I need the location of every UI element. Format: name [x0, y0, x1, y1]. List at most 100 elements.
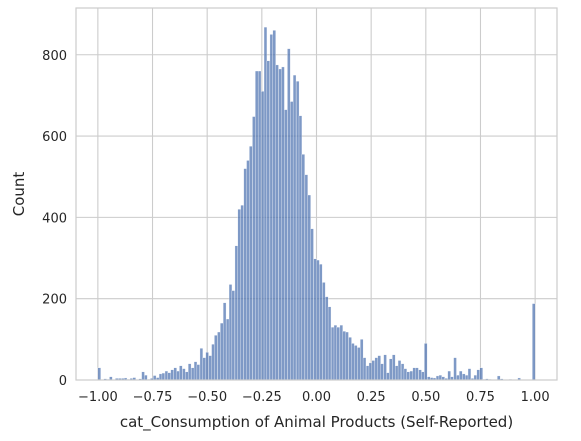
histogram-bar [532, 303, 536, 381]
histogram-bar [409, 370, 413, 381]
histogram-bar [164, 370, 169, 381]
histogram-bar [243, 168, 247, 381]
histogram-bar [412, 367, 416, 381]
histogram-bar [173, 367, 177, 381]
histogram-bar [400, 363, 405, 381]
histogram-bar [403, 368, 408, 381]
histogram-bar [214, 335, 218, 381]
histogram-bar [456, 374, 460, 381]
histogram-bar [220, 322, 224, 381]
histogram-bar [348, 337, 352, 381]
histogram-bar [176, 370, 180, 381]
histogram-bar [365, 365, 370, 381]
histogram-bar [333, 324, 338, 381]
x-tick-label: −0.25 [242, 390, 282, 405]
histogram-bar [421, 371, 425, 381]
histogram-bar [97, 367, 101, 381]
histogram-bar [459, 370, 463, 381]
histogram-bar [237, 209, 241, 381]
histogram-bar [322, 282, 326, 381]
histogram-bar [330, 326, 335, 381]
histogram-bar [179, 365, 183, 381]
histogram-bar [144, 374, 148, 381]
histogram-bar [462, 373, 466, 381]
histogram-bar [287, 48, 291, 381]
histogram-bar [292, 74, 297, 381]
histogram-bar [255, 70, 259, 381]
histogram-bar [193, 361, 198, 381]
histogram-bar [342, 331, 346, 381]
x-tick-label: 1.00 [521, 390, 550, 405]
histogram-bar [298, 115, 303, 381]
histogram-bar [307, 194, 311, 381]
y-tick-label: 200 [42, 293, 67, 308]
histogram-bar [257, 70, 262, 381]
histogram-bar [234, 245, 239, 381]
histogram-bar [395, 365, 399, 381]
x-tick-label: −1.00 [78, 390, 118, 405]
histogram-bar [185, 371, 189, 381]
histogram-bar [301, 154, 305, 381]
histogram-bars [97, 26, 536, 381]
histogram-bar [167, 372, 171, 381]
histogram-bar [226, 318, 230, 381]
histogram-bar [263, 26, 268, 381]
histogram-bar [438, 374, 443, 381]
histogram-bar [418, 369, 422, 381]
histogram-bar [158, 373, 163, 381]
histogram-bar [290, 101, 294, 381]
histogram-bar [383, 354, 387, 381]
histogram-bar [453, 357, 457, 381]
histogram-bar [362, 357, 367, 381]
histogram-bar [371, 360, 375, 381]
y-tick-label: 0 [59, 374, 67, 389]
histogram-bar [141, 371, 145, 381]
histogram-bar [345, 331, 349, 381]
x-tick-label: −0.50 [187, 390, 227, 405]
y-tick-label: 800 [42, 49, 67, 64]
histogram-bar [278, 68, 282, 381]
histogram-bar [217, 331, 221, 381]
histogram-bar [275, 64, 279, 381]
histogram-bar [205, 352, 209, 381]
histogram-bar [266, 60, 270, 381]
histogram-bar [319, 263, 323, 381]
histogram-bar [202, 357, 206, 381]
histogram-bar [272, 30, 276, 381]
histogram-bar [249, 146, 253, 381]
histogram-bar [465, 374, 469, 381]
histogram-bar [252, 116, 256, 381]
histogram-bar [316, 259, 320, 381]
histogram-bar [435, 375, 440, 381]
histogram-bar [284, 109, 288, 381]
histogram-bar [351, 343, 355, 381]
x-tick-label: 0.75 [466, 390, 495, 405]
histogram-bar [380, 363, 384, 381]
histogram-bar [360, 339, 364, 381]
histogram-bar [246, 160, 250, 381]
histogram-bar [357, 347, 361, 381]
histogram-bar [389, 358, 393, 381]
histogram-bar [182, 368, 186, 381]
y-tick-label: 600 [42, 130, 67, 145]
histogram-bar [281, 66, 285, 381]
histogram-bar [269, 34, 273, 381]
histogram-bar [161, 372, 165, 381]
histogram-bar [447, 370, 451, 381]
histogram-bar [208, 355, 212, 381]
histogram-bar [310, 228, 314, 381]
histogram-bar [191, 367, 195, 381]
histogram-bar [339, 324, 343, 381]
histogram-bar [261, 91, 265, 381]
histogram-bar [188, 363, 192, 381]
y-tick-label: 400 [42, 211, 67, 226]
grid-layer [76, 8, 557, 381]
histogram-bar [313, 258, 317, 381]
histogram-bar [228, 284, 233, 381]
histogram-bar [424, 343, 428, 381]
x-tick-label: 0.00 [302, 390, 331, 405]
histogram-bar [199, 348, 204, 381]
histogram-bar [392, 354, 396, 381]
histogram-bar [374, 357, 378, 381]
